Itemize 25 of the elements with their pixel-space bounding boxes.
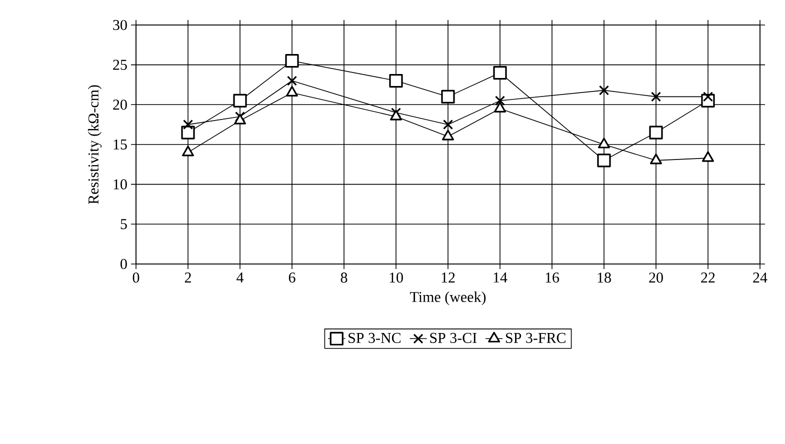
y-tick-label: 10: [114, 179, 127, 190]
x-tick-label: 24: [753, 272, 768, 282]
x-tick-label: 12: [442, 272, 455, 282]
y-tick-label: 0: [120, 258, 127, 270]
legend-label: SP 3-FRC: [506, 332, 566, 343]
x-tick-label: 8: [340, 272, 348, 283]
x-tick-label: 20: [649, 272, 663, 283]
y-tick-label: 5: [120, 219, 127, 230]
x-tick-label: 10: [390, 272, 403, 283]
x-tick-label: 14: [494, 272, 508, 282]
y-tick-label: 15: [114, 139, 127, 150]
y-tick-label: 30: [113, 20, 127, 30]
y-axis-title: Resistivity (kΩ-cm): [88, 85, 102, 204]
y-tick-label: 25: [113, 60, 127, 70]
x-tick-label: 22: [701, 272, 715, 282]
x-tick-label: 4: [236, 272, 244, 282]
x-tick-label: 2: [184, 272, 191, 282]
x-tick-label: 18: [598, 272, 611, 283]
y-tick-label: 20: [113, 100, 127, 110]
x-axis-title: Time (week): [410, 292, 486, 306]
x-tick-label: 16: [546, 272, 560, 283]
x-tick-label: 0: [132, 272, 140, 283]
x-tick-label: 6: [288, 272, 296, 283]
legend-label: SP 3-CI: [430, 332, 477, 343]
legend-label: SP 3-NC: [348, 332, 401, 343]
